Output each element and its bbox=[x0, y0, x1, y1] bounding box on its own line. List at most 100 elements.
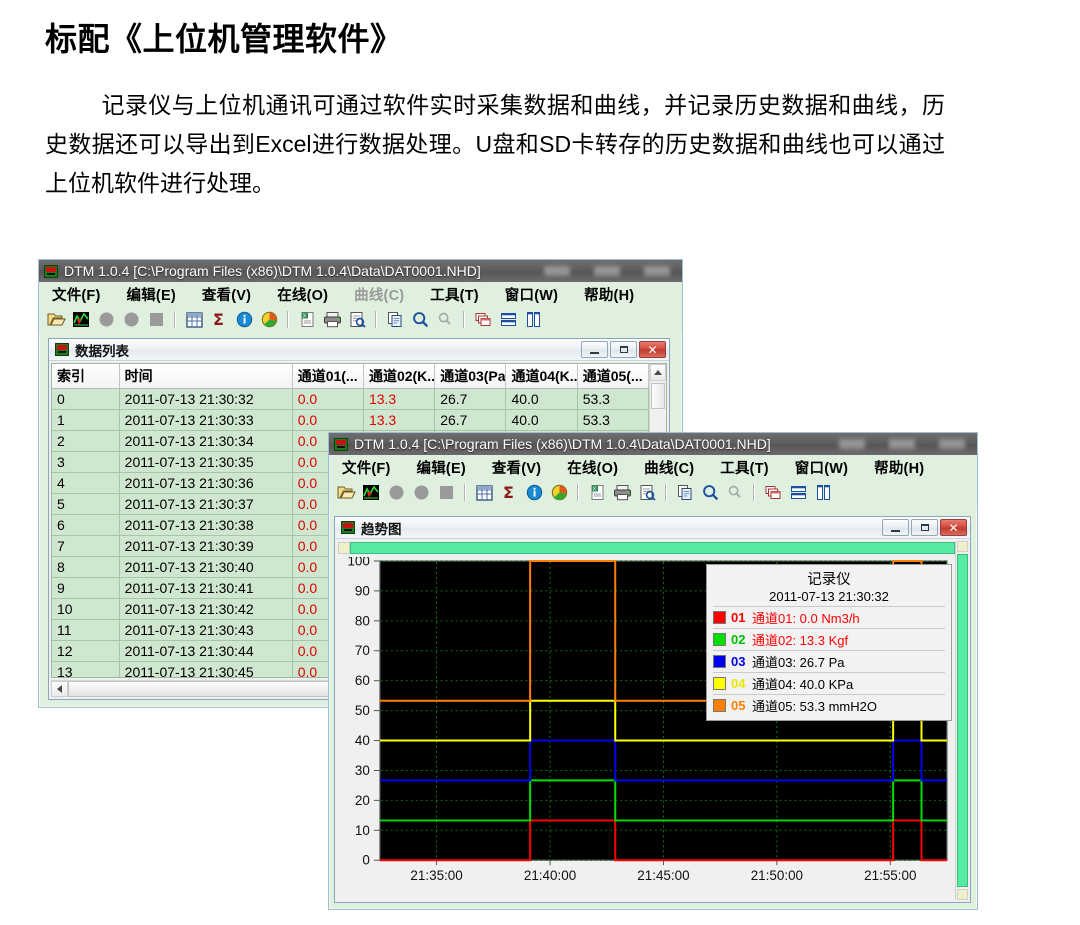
table-cell[interactable]: 0.0 bbox=[292, 388, 364, 410]
col-ch03[interactable]: 通道03(Pa) bbox=[434, 364, 507, 389]
table-cell[interactable]: 13.3 bbox=[363, 388, 436, 410]
table-cell[interactable]: 12 bbox=[52, 640, 120, 662]
info-icon[interactable] bbox=[233, 309, 255, 330]
zoom-in-icon[interactable] bbox=[409, 309, 431, 330]
record-pause-icon[interactable] bbox=[410, 482, 432, 503]
zoom-in-icon[interactable] bbox=[699, 482, 721, 503]
toolbar-front[interactable]: Σ X bbox=[329, 479, 977, 506]
trend-right-scrollbar[interactable] bbox=[955, 541, 969, 900]
tile-vertical-icon[interactable] bbox=[522, 309, 544, 330]
table-cell[interactable]: 1 bbox=[52, 409, 120, 431]
menu-item-online[interactable]: 在线(O) bbox=[567, 460, 619, 477]
menu-bar-front[interactable]: 文件(F) 编辑(E) 查看(V) 在线(O) 曲线(C) 工具(T) 窗口(W… bbox=[329, 455, 977, 479]
scroll-cap-left[interactable] bbox=[338, 542, 350, 554]
table-cell[interactable]: 53.3 bbox=[577, 409, 649, 431]
pie-chart-icon[interactable] bbox=[258, 309, 280, 330]
tile-horizontal-icon[interactable] bbox=[497, 309, 519, 330]
curve-chart-icon[interactable] bbox=[360, 482, 382, 503]
table-cell[interactable]: 11 bbox=[52, 619, 120, 641]
col-ch05[interactable]: 通道05(... bbox=[577, 364, 649, 389]
table-cell[interactable]: 2 bbox=[52, 430, 120, 452]
maximize-button[interactable] bbox=[610, 341, 637, 358]
table-cell[interactable]: 5 bbox=[52, 493, 120, 515]
cascade-windows-icon[interactable] bbox=[472, 309, 494, 330]
table-cell[interactable]: 26.7 bbox=[434, 409, 507, 431]
table-cell[interactable]: 4 bbox=[52, 472, 120, 494]
menu-item-edit[interactable]: 编辑(E) bbox=[126, 287, 176, 304]
pie-chart-icon[interactable] bbox=[548, 482, 570, 503]
table-cell[interactable]: 7 bbox=[52, 535, 120, 557]
table-row[interactable]: 0 2011-07-13 21:30:32 0.0 13.3 26.7 40.0 53.3 bbox=[52, 388, 649, 410]
maximize-button[interactable] bbox=[911, 519, 938, 536]
data-list-window-controls[interactable]: ✕ bbox=[581, 341, 669, 358]
table-cell[interactable]: 40.0 bbox=[505, 388, 578, 410]
table-cell[interactable]: 0 bbox=[52, 388, 120, 410]
menu-item-help[interactable]: 帮助(H) bbox=[874, 460, 925, 477]
table-cell[interactable]: 3 bbox=[52, 451, 120, 473]
menu-item-edit[interactable]: 编辑(E) bbox=[416, 460, 466, 477]
statistics-sigma-icon[interactable]: Σ bbox=[208, 309, 230, 330]
print-icon[interactable] bbox=[611, 482, 633, 503]
titlebar-back[interactable]: DTM 1.0.4 [C:\Program Files (x86)\DTM 1.… bbox=[39, 260, 682, 282]
record-stop-icon[interactable] bbox=[435, 482, 457, 503]
scroll-cap-bottom[interactable] bbox=[957, 889, 968, 900]
legend-item[interactable]: 05 通道05: 53.3 mmH2O bbox=[713, 694, 945, 716]
scroll-track-top[interactable] bbox=[350, 542, 955, 554]
table-cell[interactable]: 2011-07-13 21:30:43 bbox=[119, 619, 293, 641]
record-stop-icon[interactable] bbox=[145, 309, 167, 330]
table-cell[interactable]: 2011-07-13 21:30:39 bbox=[119, 535, 293, 557]
export-excel-icon[interactable]: X bbox=[296, 309, 318, 330]
menu-item-curve[interactable]: 曲线(C) bbox=[354, 287, 405, 304]
close-button[interactable]: ✕ bbox=[639, 341, 666, 358]
menu-item-curve[interactable]: 曲线(C) bbox=[644, 460, 695, 477]
scroll-left-button[interactable] bbox=[51, 681, 68, 697]
table-cell[interactable]: 13 bbox=[52, 661, 120, 677]
minimize-button[interactable] bbox=[882, 519, 909, 536]
open-folder-icon[interactable] bbox=[335, 482, 357, 503]
maximize-ghost-icon[interactable] bbox=[889, 439, 915, 449]
table-cell[interactable]: 9 bbox=[52, 577, 120, 599]
minimize-ghost-icon[interactable] bbox=[839, 439, 865, 449]
minimize-ghost-icon[interactable] bbox=[544, 266, 570, 276]
legend-item[interactable]: 01 通道01: 0.0 Nm3/h bbox=[713, 606, 945, 628]
legend-item[interactable]: 02 通道02: 13.3 Kgf bbox=[713, 628, 945, 650]
table-cell[interactable]: 2011-07-13 21:30:33 bbox=[119, 409, 293, 431]
zoom-out-icon[interactable] bbox=[724, 482, 746, 503]
table-cell[interactable]: 2011-07-13 21:30:45 bbox=[119, 661, 293, 677]
data-table-icon[interactable] bbox=[473, 482, 495, 503]
print-preview-icon[interactable] bbox=[636, 482, 658, 503]
table-cell[interactable]: 2011-07-13 21:30:34 bbox=[119, 430, 293, 452]
table-cell[interactable]: 2011-07-13 21:30:42 bbox=[119, 598, 293, 620]
zoom-out-icon[interactable] bbox=[434, 309, 456, 330]
open-folder-icon[interactable] bbox=[45, 309, 67, 330]
record-start-icon[interactable] bbox=[385, 482, 407, 503]
info-icon[interactable] bbox=[523, 482, 545, 503]
table-cell[interactable]: 10 bbox=[52, 598, 120, 620]
trend-top-scrollbar[interactable] bbox=[337, 541, 968, 555]
menu-item-file[interactable]: 文件(F) bbox=[342, 460, 391, 477]
menu-item-tools[interactable]: 工具(T) bbox=[720, 460, 769, 477]
print-preview-icon[interactable] bbox=[346, 309, 368, 330]
trend-window-controls[interactable]: ✕ bbox=[882, 519, 970, 536]
table-cell[interactable]: 40.0 bbox=[505, 409, 578, 431]
tile-horizontal-icon[interactable] bbox=[787, 482, 809, 503]
legend-item[interactable]: 03 通道03: 26.7 Pa bbox=[713, 650, 945, 672]
window-controls-ghost[interactable] bbox=[532, 260, 682, 282]
table-cell[interactable]: 2011-07-13 21:30:41 bbox=[119, 577, 293, 599]
data-table-icon[interactable] bbox=[183, 309, 205, 330]
maximize-ghost-icon[interactable] bbox=[594, 266, 620, 276]
close-ghost-icon[interactable] bbox=[644, 266, 670, 276]
table-cell[interactable]: 2011-07-13 21:30:36 bbox=[119, 472, 293, 494]
menu-item-window[interactable]: 窗口(W) bbox=[504, 287, 559, 304]
legend-item[interactable]: 04 通道04: 40.0 KPa bbox=[713, 672, 945, 694]
table-cell[interactable]: 13.3 bbox=[363, 409, 436, 431]
menu-item-view[interactable]: 查看(V) bbox=[201, 287, 252, 304]
table-cell[interactable]: 8 bbox=[52, 556, 120, 578]
table-cell[interactable]: 2011-07-13 21:30:37 bbox=[119, 493, 293, 515]
toolbar-back[interactable]: Σ X bbox=[39, 306, 682, 333]
print-icon[interactable] bbox=[321, 309, 343, 330]
window-controls-ghost[interactable] bbox=[827, 433, 977, 455]
table-row[interactable]: 1 2011-07-13 21:30:33 0.0 13.3 26.7 40.0 53.3 bbox=[52, 409, 649, 431]
trend-titlebar[interactable]: 趋势图 ✕ bbox=[335, 517, 970, 539]
titlebar-front[interactable]: DTM 1.0.4 [C:\Program Files (x86)\DTM 1.… bbox=[329, 433, 977, 455]
